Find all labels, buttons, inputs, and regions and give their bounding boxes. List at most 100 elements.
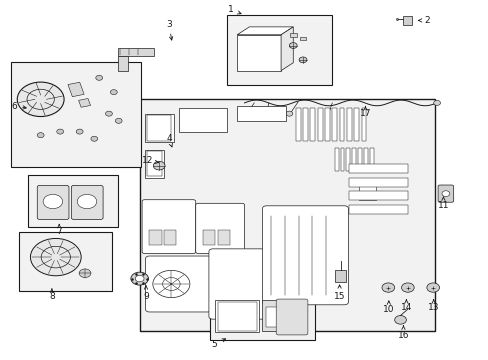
Bar <box>178 108 227 132</box>
Text: 9: 9 <box>143 286 148 301</box>
Circle shape <box>394 316 406 324</box>
Bar <box>227 15 331 85</box>
Bar <box>237 107 285 121</box>
Text: 4: 4 <box>166 134 172 147</box>
FancyBboxPatch shape <box>195 203 244 253</box>
Circle shape <box>105 111 112 116</box>
Bar <box>163 230 176 244</box>
Bar <box>144 114 173 142</box>
Circle shape <box>426 283 439 292</box>
Text: 3: 3 <box>166 19 172 40</box>
Circle shape <box>289 42 297 48</box>
Circle shape <box>401 283 413 292</box>
Circle shape <box>261 112 268 117</box>
Circle shape <box>135 275 144 282</box>
FancyBboxPatch shape <box>145 256 211 312</box>
Circle shape <box>91 136 98 141</box>
Circle shape <box>79 269 91 278</box>
Text: 2: 2 <box>418 16 429 25</box>
Bar <box>217 230 229 244</box>
FancyBboxPatch shape <box>71 185 103 220</box>
Polygon shape <box>281 27 293 71</box>
Bar <box>351 148 355 171</box>
Circle shape <box>110 90 117 95</box>
Bar <box>348 164 407 173</box>
FancyBboxPatch shape <box>262 206 347 305</box>
Text: 6: 6 <box>11 102 26 111</box>
Circle shape <box>57 129 63 134</box>
Bar <box>331 108 336 140</box>
Circle shape <box>76 129 83 134</box>
Bar <box>19 232 112 291</box>
Text: 8: 8 <box>49 289 55 301</box>
Text: 13: 13 <box>427 300 439 312</box>
Text: 1: 1 <box>227 5 241 14</box>
Text: 12: 12 <box>142 156 159 165</box>
Bar <box>27 175 118 226</box>
Bar <box>118 48 154 56</box>
Polygon shape <box>237 27 293 35</box>
Bar <box>140 99 434 330</box>
Circle shape <box>381 283 394 292</box>
Circle shape <box>131 272 148 285</box>
Circle shape <box>30 238 81 276</box>
Circle shape <box>77 194 97 209</box>
Bar <box>118 55 128 71</box>
Bar <box>353 108 358 140</box>
FancyBboxPatch shape <box>437 185 453 202</box>
Bar <box>203 230 215 244</box>
Bar <box>369 148 373 171</box>
Text: 11: 11 <box>437 197 448 210</box>
Bar <box>11 62 141 167</box>
Circle shape <box>115 118 122 123</box>
Bar <box>317 108 322 140</box>
Bar <box>295 108 300 140</box>
Bar <box>334 148 338 171</box>
Bar <box>79 99 90 107</box>
Bar <box>303 108 307 140</box>
Text: 15: 15 <box>333 285 345 301</box>
FancyBboxPatch shape <box>276 299 307 335</box>
FancyBboxPatch shape <box>37 185 69 220</box>
Text: 5: 5 <box>210 339 225 350</box>
Bar <box>237 35 281 71</box>
Bar <box>68 82 84 97</box>
Bar <box>334 270 345 282</box>
Bar <box>215 300 259 332</box>
Bar <box>346 148 349 171</box>
Circle shape <box>243 112 249 117</box>
Bar <box>358 180 375 200</box>
Bar <box>348 178 407 187</box>
Bar <box>325 108 329 140</box>
Bar <box>357 148 361 171</box>
Bar <box>289 33 296 37</box>
Circle shape <box>37 133 44 138</box>
Bar <box>310 108 315 140</box>
Circle shape <box>433 100 440 105</box>
Bar <box>346 108 351 140</box>
Bar <box>348 205 407 214</box>
Bar <box>361 108 366 140</box>
Bar <box>340 148 344 171</box>
Circle shape <box>96 75 102 80</box>
Bar <box>266 307 290 327</box>
Circle shape <box>285 111 292 116</box>
Text: 10: 10 <box>382 301 394 314</box>
Bar <box>402 16 411 25</box>
Text: 7: 7 <box>56 225 62 237</box>
Circle shape <box>153 161 164 170</box>
Circle shape <box>43 194 62 209</box>
Bar <box>217 302 256 330</box>
Bar <box>339 108 344 140</box>
Text: 17: 17 <box>359 106 370 118</box>
Circle shape <box>299 57 306 63</box>
FancyBboxPatch shape <box>208 249 265 319</box>
Circle shape <box>17 82 64 117</box>
Bar <box>348 192 407 201</box>
Bar <box>149 230 161 244</box>
Bar <box>363 148 367 171</box>
Bar <box>147 151 161 176</box>
Circle shape <box>441 191 449 197</box>
Bar <box>299 37 306 40</box>
FancyBboxPatch shape <box>142 200 195 253</box>
